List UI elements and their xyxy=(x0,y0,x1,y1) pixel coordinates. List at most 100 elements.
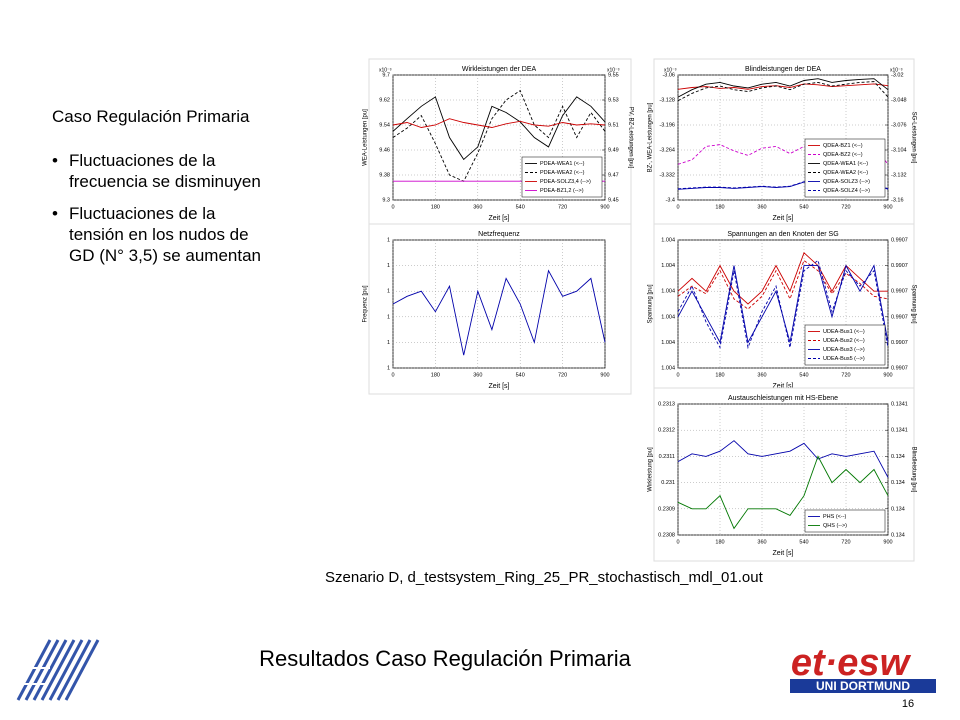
x-tick-label: 540 xyxy=(799,539,808,545)
bullet-line: Fluctuaciones de la xyxy=(52,203,261,224)
y-axis-label: Spannung [pu] xyxy=(648,284,654,323)
slide-title: Resultados Caso Regulación Primaria xyxy=(259,646,631,671)
y-tick-label: 1 xyxy=(387,237,390,243)
y-tick-label: 1.004 xyxy=(661,263,675,269)
x-axis-label: Zeit [s] xyxy=(488,215,509,222)
y-tick-label: 1.004 xyxy=(661,340,675,346)
uni-logo-icon xyxy=(14,639,100,701)
x-tick-label: 360 xyxy=(473,372,482,378)
series-line xyxy=(677,141,889,165)
y-tick-label: 1.004 xyxy=(661,237,675,243)
series-line xyxy=(677,455,889,530)
y2-tick-label: 0.9907 xyxy=(891,237,908,243)
y2-tick-label: -3.16 xyxy=(891,197,904,203)
legend-label: PHS (<--) xyxy=(823,514,847,520)
caption: Szenario D, d_testsystem_Ring_25_PR_stoc… xyxy=(325,569,764,586)
y-tick-label: -3.196 xyxy=(659,122,675,128)
x-tick-label: 540 xyxy=(516,372,525,378)
y-axis-label: Frequenz [pu] xyxy=(363,285,369,322)
y2-axis-label: Spannung [pu] xyxy=(910,284,916,323)
x-tick-label: 540 xyxy=(799,372,808,378)
legend-label: QDEA-SOLZ4 (-->) xyxy=(823,188,870,194)
y-tick-label: 9.38 xyxy=(379,172,390,178)
y-tick-label: 1 xyxy=(387,340,390,346)
y-tick-label: -3.128 xyxy=(659,97,675,103)
bullet: Fluctuaciones de la frecuencia se dismin… xyxy=(52,150,261,192)
plot-title: Spannungen an den Knoten der SG xyxy=(727,231,838,238)
legend-box xyxy=(804,138,886,198)
y2-tick-label: 0.9907 xyxy=(891,340,908,346)
legend-label: PDEA-WEA1 (<--) xyxy=(540,161,585,167)
y-tick-label: 9.7 xyxy=(382,72,390,78)
y-axis-label: BZ-, WEA-Leistungen [pu] xyxy=(648,102,654,172)
page-number: 16 xyxy=(902,698,914,710)
x-axis-label: Zeit [s] xyxy=(772,550,793,557)
x-tick-label: 900 xyxy=(600,372,609,378)
series-line xyxy=(677,78,889,98)
y2-tick-label: 0.9907 xyxy=(891,263,908,269)
x-tick-label: 720 xyxy=(841,372,850,378)
y-tick-label: 0.2309 xyxy=(658,506,675,512)
y-tick-label: 9.54 xyxy=(379,122,390,128)
bullet-line: Fluctuaciones de la xyxy=(52,150,261,171)
x-tick-label: 720 xyxy=(558,372,567,378)
y2-exponent: x10⁻³ xyxy=(890,67,903,73)
x-tick-label: 900 xyxy=(883,539,892,545)
legend-box xyxy=(804,509,886,533)
x-tick-label: 360 xyxy=(757,204,766,210)
y-tick-label: 1 xyxy=(387,289,390,295)
series-line xyxy=(677,252,888,305)
series-line xyxy=(677,81,889,102)
legend-label: UDEA-Bus1 (<--) xyxy=(823,329,865,335)
legend-label: QHS (-->) xyxy=(823,523,847,529)
y2-tick-label: 9.49 xyxy=(608,147,619,153)
legend-label: UDEA-Bus3 (-->) xyxy=(823,347,865,353)
y2-tick-label: -3.132 xyxy=(891,172,907,178)
plot-title: Blindleistungen der DEA xyxy=(745,66,821,73)
y2-tick-label: 9.45 xyxy=(608,197,619,203)
heading: Caso Regulación Primaria xyxy=(52,107,250,126)
series-line xyxy=(392,89,606,182)
y-tick-label: 1.004 xyxy=(661,314,675,320)
y-tick-label: 0.2312 xyxy=(658,428,675,434)
x-tick-label: 540 xyxy=(516,204,525,210)
x-axis-label: Zeit [s] xyxy=(772,215,793,222)
y2-tick-label: 9.51 xyxy=(608,122,619,128)
legend-label: QDEA-WEA2 (<--) xyxy=(823,170,868,176)
bullet-line: GD (N° 3,5) se aumentan xyxy=(69,246,261,265)
y2-exponent: x10⁻³ xyxy=(607,67,620,73)
y-tick-label: 9.62 xyxy=(379,97,390,103)
x-axis-label: Zeit [s] xyxy=(488,383,509,390)
x-tick-label: 360 xyxy=(473,204,482,210)
bullet: Fluctuaciones de la tensión en los nudos… xyxy=(52,203,261,266)
y2-tick-label: -3.104 xyxy=(891,147,907,153)
y-tick-label: -3.264 xyxy=(659,147,675,153)
x-tick-label: 0 xyxy=(676,372,679,378)
y2-tick-label: 0.134 xyxy=(891,532,905,538)
y2-tick-label: -3.048 xyxy=(891,97,907,103)
y2-axis-label: SG-Leistungen [pu] xyxy=(910,112,916,164)
y2-tick-label: 0.9907 xyxy=(891,289,908,295)
y-tick-label: 0.2311 xyxy=(659,454,675,460)
x-tick-label: 0 xyxy=(676,539,679,545)
y2-axis-label: Blindleistung [pu] xyxy=(910,447,916,493)
y-tick-label: -3.332 xyxy=(659,172,675,178)
x-tick-label: 720 xyxy=(841,204,850,210)
y2-axis-label: PV, BZ-Leistungen [pu] xyxy=(627,107,633,169)
y-tick-label: 1.004 xyxy=(661,289,675,295)
y2-tick-label: 0.1341 xyxy=(891,428,908,434)
y2-tick-label: 0.134 xyxy=(891,454,905,460)
plot-title: Wirkleistungen der DEA xyxy=(462,66,537,73)
legend-label: UDEA-Bus2 (<--) xyxy=(823,338,865,344)
x-tick-label: 360 xyxy=(757,372,766,378)
y-tick-label: 1.004 xyxy=(661,365,675,371)
y2-tick-label: -3.02 xyxy=(891,72,904,78)
y2-tick-label: 0.9907 xyxy=(891,314,908,320)
x-tick-label: 0 xyxy=(391,372,394,378)
x-tick-label: 720 xyxy=(841,539,850,545)
x-tick-label: 180 xyxy=(715,372,724,378)
y-axis-label: WEA-Leistungen [pu] xyxy=(363,109,369,166)
plot-title: Austauschleistungen mit HS-Ebene xyxy=(728,395,838,402)
